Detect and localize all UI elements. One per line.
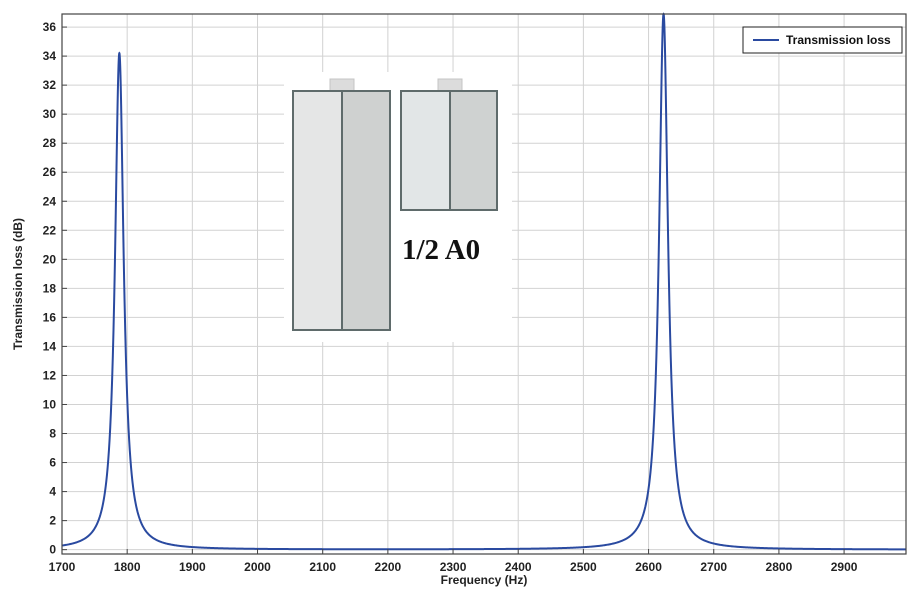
y-tick-label: 0 (49, 543, 56, 557)
short-panel-left (400, 90, 451, 211)
y-tick-label: 12 (43, 368, 57, 382)
x-tick-label: 1700 (49, 560, 76, 574)
x-tick-label: 2200 (375, 560, 402, 574)
y-tick-label: 26 (43, 165, 57, 179)
x-tick-label: 2400 (505, 560, 532, 574)
x-tick-label: 2100 (309, 560, 336, 574)
tick-labels: 1700 1800 1900 2000 2100 2200 2300 2400 2500 2600… (43, 20, 858, 574)
y-tick-label: 16 (43, 310, 57, 324)
x-tick-label: 1900 (179, 560, 206, 574)
y-tick-label: 32 (43, 78, 57, 92)
y-tick-label: 6 (49, 456, 56, 470)
legend: Transmission loss (742, 26, 903, 54)
y-tick-label: 36 (43, 20, 57, 34)
y-tick-label: 14 (43, 339, 57, 353)
y-tick-label: 18 (43, 281, 57, 295)
plot-frame (61, 13, 907, 555)
x-axis-label: Frequency (Hz) (441, 573, 528, 587)
y-tick-label: 2 (49, 514, 56, 528)
y-tick-label: 4 (49, 485, 56, 499)
inset-illustration: 1/2 A0 (284, 72, 512, 342)
y-tick-label: 30 (43, 107, 57, 121)
x-tick-label: 2500 (570, 560, 597, 574)
tall-panel-left (292, 90, 343, 331)
y-axis-label: Transmission loss (dB) (11, 218, 25, 350)
x-tick-label: 2600 (635, 560, 662, 574)
y-tick-label: 24 (43, 194, 57, 208)
y-tick-label: 8 (49, 427, 56, 441)
x-tick-label: 2900 (831, 560, 858, 574)
x-tick-label: 2000 (244, 560, 271, 574)
y-tick-label: 22 (43, 223, 57, 237)
x-tick-label: 2800 (766, 560, 793, 574)
inset-label: 1/2 A0 (402, 234, 480, 266)
y-tick-label: 34 (43, 49, 57, 63)
y-tick-label: 20 (43, 252, 57, 266)
tall-panel-right (341, 90, 391, 331)
x-tick-label: 2300 (440, 560, 467, 574)
y-tick-label: 10 (43, 397, 57, 411)
tick-marks (61, 26, 845, 554)
short-panel-cap (437, 78, 463, 92)
y-tick-label: 28 (43, 136, 57, 150)
tall-panel-cap (329, 78, 355, 92)
short-panel-right (449, 90, 498, 211)
series-line-transmission-loss (61, 12, 906, 551)
legend-label-transmission-loss: Transmission loss (786, 33, 891, 47)
x-tick-label: 2700 (700, 560, 727, 574)
x-tick-label: 1800 (114, 560, 141, 574)
